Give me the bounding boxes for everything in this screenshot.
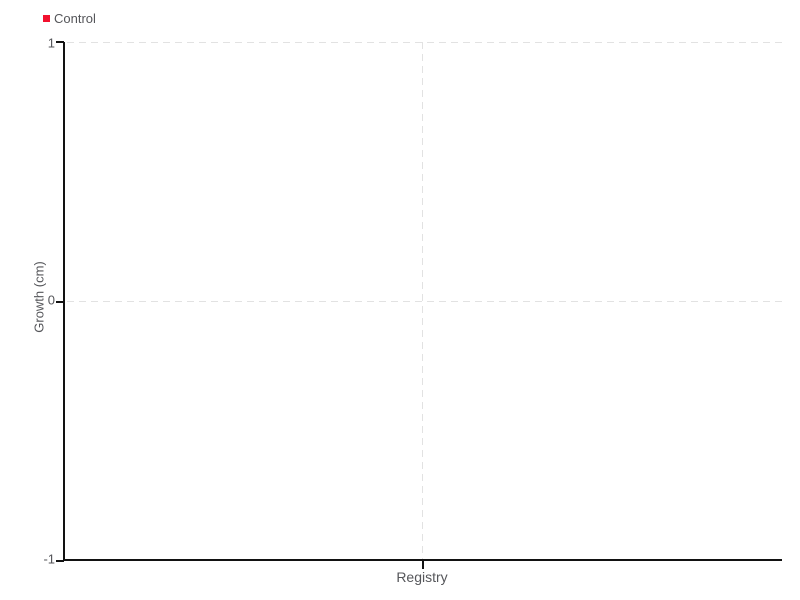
x-axis-line bbox=[63, 559, 782, 561]
gridline-x-registry bbox=[421, 42, 423, 559]
y-tick-label-0: 0 bbox=[47, 292, 55, 308]
y-axis-line bbox=[63, 42, 65, 561]
y-axis-title: Growth (cm) bbox=[31, 261, 47, 333]
y-tick-label-1: 1 bbox=[47, 35, 55, 51]
legend: Control bbox=[43, 12, 96, 25]
y-tick-neg1 bbox=[56, 560, 64, 562]
y-tick-1 bbox=[56, 41, 64, 43]
gridline-y-0 bbox=[67, 300, 782, 302]
x-tick-registry bbox=[421, 561, 424, 569]
y-tick-label-neg1: -1 bbox=[43, 551, 55, 567]
x-tick-label-registry: Registry bbox=[396, 569, 448, 585]
legend-label-control: Control bbox=[54, 11, 96, 26]
gridline-y-1 bbox=[67, 42, 782, 43]
plot-area bbox=[56, 41, 782, 569]
y-tick-0 bbox=[56, 300, 64, 303]
legend-marker-control-icon bbox=[43, 15, 50, 22]
